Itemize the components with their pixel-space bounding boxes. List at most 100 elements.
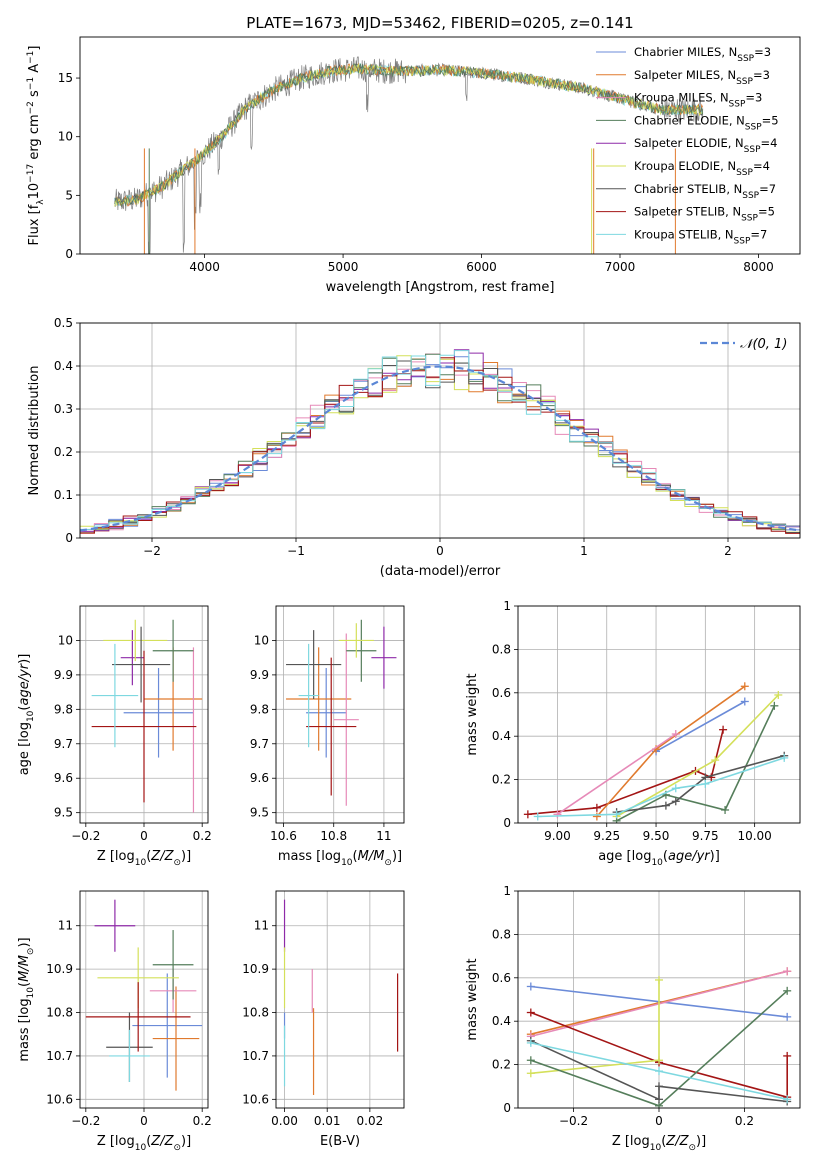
y-tick-label: 10.9 (242, 962, 269, 976)
y-tick-label: 0.4 (492, 1014, 511, 1028)
y-tick-label: 10.7 (242, 1049, 269, 1063)
x-tick-label: 8000 (743, 260, 774, 274)
chart-weight_vs_Z: −0.2 0 0.2 0 0.2 0.4 0.6 0.8 1 Z [log10(Z/Z⊙)] mas… (465, 884, 801, 1153)
axes-frame (79, 605, 209, 824)
y-tick-label: 5 (65, 188, 73, 202)
y-axis-label: age [log10(age/yr)] (17, 654, 36, 776)
y-tick-label: 0 (65, 247, 73, 261)
x-axis-label: Z [log10(Z/Z⊙)] (97, 849, 191, 868)
chart-residuals: −2 −1 0 1 2 0 0.1 0.2 0.3 0.4 0.5 (data-model)/erro… (27, 316, 801, 579)
errorbar-chabrier-stelib (286, 630, 342, 699)
ticks: 0.00 0.01 0.02 10.6 10.7 10.8 10.9 11 (242, 919, 383, 1128)
x-tick-label: 9.25 (593, 829, 620, 843)
errorbar-kroupa-miles (333, 633, 359, 806)
y-tick-label: 9.7 (250, 737, 269, 751)
y-tick-label: 0.8 (492, 927, 511, 941)
legend-label-chabrier-elodie: Chabrier ELODIE, NSSP=5 (634, 113, 779, 132)
y-tick-label: 0 (503, 1101, 511, 1115)
grid (276, 606, 404, 823)
series-kroupa-stelib (526, 1038, 792, 1104)
plot-area (91, 619, 203, 813)
figure-title: PLATE=1673, MJD=53462, FIBERID=0205, z=0… (246, 14, 633, 32)
y-axis-label: Normed distribution (27, 366, 42, 496)
plot-area (526, 967, 792, 1108)
plot-area (286, 619, 397, 806)
y-tick-label: 0.4 (54, 359, 73, 373)
plot-area (80, 349, 800, 534)
legend-label-salpeter-stelib: Salpeter STELIB, NSSP=5 (634, 205, 775, 224)
model-spectrum-chabrier-elodie (114, 63, 704, 208)
series-salpeter-stelib (523, 725, 728, 819)
x-tick-label: 0.2 (735, 1114, 754, 1128)
model-spectrum-kroupa-stelib (114, 62, 704, 207)
x-tick-label: 4000 (189, 260, 220, 274)
chart-mass_vs_Z: −0.2 0 0.2 10.6 10.7 10.8 10.9 11 Z [log10(Z/Z⊙)… (17, 890, 212, 1153)
axes-frame (79, 36, 801, 255)
errorbar-chabrier-miles (123, 668, 194, 758)
errorbar-chabrier-elodie (346, 619, 377, 682)
y-tick-label: 9.6 (250, 771, 269, 785)
y-tick-label: 0.3 (54, 402, 73, 416)
errorbar-chabrier-elodie (152, 619, 194, 682)
y-tick-label: 15 (58, 71, 73, 85)
ticks: −0.2 0 0.2 9.5 9.6 9.7 9.8 9.9 10 (54, 633, 212, 843)
x-axis-label: Z [log10(Z/Z⊙)] (97, 1134, 191, 1153)
ticks: −2 −1 0 1 2 0 0.1 0.2 0.3 0.4 0.5 (54, 316, 732, 558)
ticks: 4000 5000 6000 7000 8000 0 5 10 15 (58, 71, 774, 274)
errorbar-kroupa-stelib (298, 643, 319, 748)
y-tick-label: 10.6 (242, 1092, 269, 1106)
y-tick-label: 10 (58, 633, 73, 647)
x-axis-label: Z [log10(Z/Z⊙)] (612, 1134, 706, 1153)
errorbar-chabrier-miles (132, 973, 203, 1078)
legend-label-kroupa-elodie: Kroupa ELODIE, NSSP=4 (634, 159, 770, 178)
axes-frame (275, 890, 405, 1109)
x-tick-label: −0.2 (71, 1114, 100, 1128)
errorbar-salpeter-miles (286, 647, 352, 751)
x-tick-label: 9.50 (643, 829, 670, 843)
legend-label-kroupa-miles: Kroupa MILES, NSSP=3 (634, 91, 762, 110)
errorbar-chabrier-miles (306, 668, 347, 758)
errorbar-chabrier-elodie (152, 930, 194, 1000)
histogram-kroupa-stelib (80, 350, 800, 530)
series-chabrier-miles (652, 697, 749, 756)
legend-residuals: 𝒩(0, 1) (700, 337, 787, 352)
x-axis-label: wavelength [Angstrom, rest frame] (326, 280, 555, 295)
plot-area (85, 899, 203, 1091)
x-axis-label: (data-model)/error (380, 564, 501, 579)
y-tick-label: 0.4 (492, 729, 511, 743)
errorbar-kroupa-stelib (109, 1029, 150, 1082)
x-tick-label: 6000 (466, 260, 497, 274)
x-tick-label: −1 (287, 544, 305, 558)
y-tick-label: 0.2 (54, 445, 73, 459)
x-tick-label: 0.01 (314, 1114, 341, 1128)
chart-age_vs_mass: 10.6 10.8 11 9.5 9.6 9.7 9.8 9.9 10 mass [log10(M… (250, 605, 405, 868)
y-tick-label: 9.7 (54, 737, 73, 751)
x-tick-label: 0.2 (193, 1114, 212, 1128)
legend-label-kroupa-stelib: Kroupa STELIB, NSSP=7 (634, 227, 767, 246)
x-tick-label: 5000 (328, 260, 359, 274)
x-tick-label: 0 (140, 1114, 148, 1128)
x-tick-label: 0.00 (271, 1114, 298, 1128)
y-tick-label: 1 (503, 884, 511, 898)
x-tick-label: 0 (140, 829, 148, 843)
grid (80, 891, 208, 1108)
axes-frame (79, 890, 209, 1109)
errorbar-kroupa-elodie (338, 623, 374, 658)
y-tick-label: 11 (58, 919, 73, 933)
y-axis-label: Flux [fλ10−17 erg cm−2 s−1 A−1] (26, 46, 46, 246)
x-tick-label: 0.02 (357, 1114, 384, 1128)
y-axis-label: mass [log10(M/M⊙)] (17, 937, 36, 1061)
x-tick-label: 10.6 (270, 829, 297, 843)
errorbar-salpeter-elodie (94, 899, 136, 952)
series-line (556, 733, 677, 815)
errorbar-salpeter-elodie (371, 626, 397, 689)
series-salpeter-stelib (526, 1008, 792, 1102)
series-line (530, 1011, 788, 1099)
series-kroupa-miles (553, 730, 680, 819)
chart-mass_vs_EBV: 0.00 0.01 0.02 10.6 10.7 10.8 10.9 11 E(B-V) (242, 890, 405, 1149)
errorbar-salpeter-stelib (91, 650, 197, 803)
x-tick-label: 0 (655, 1114, 663, 1128)
normal-curve (80, 365, 800, 532)
y-tick-label: 0.6 (492, 971, 511, 985)
y-tick-label: 10.6 (46, 1092, 73, 1106)
